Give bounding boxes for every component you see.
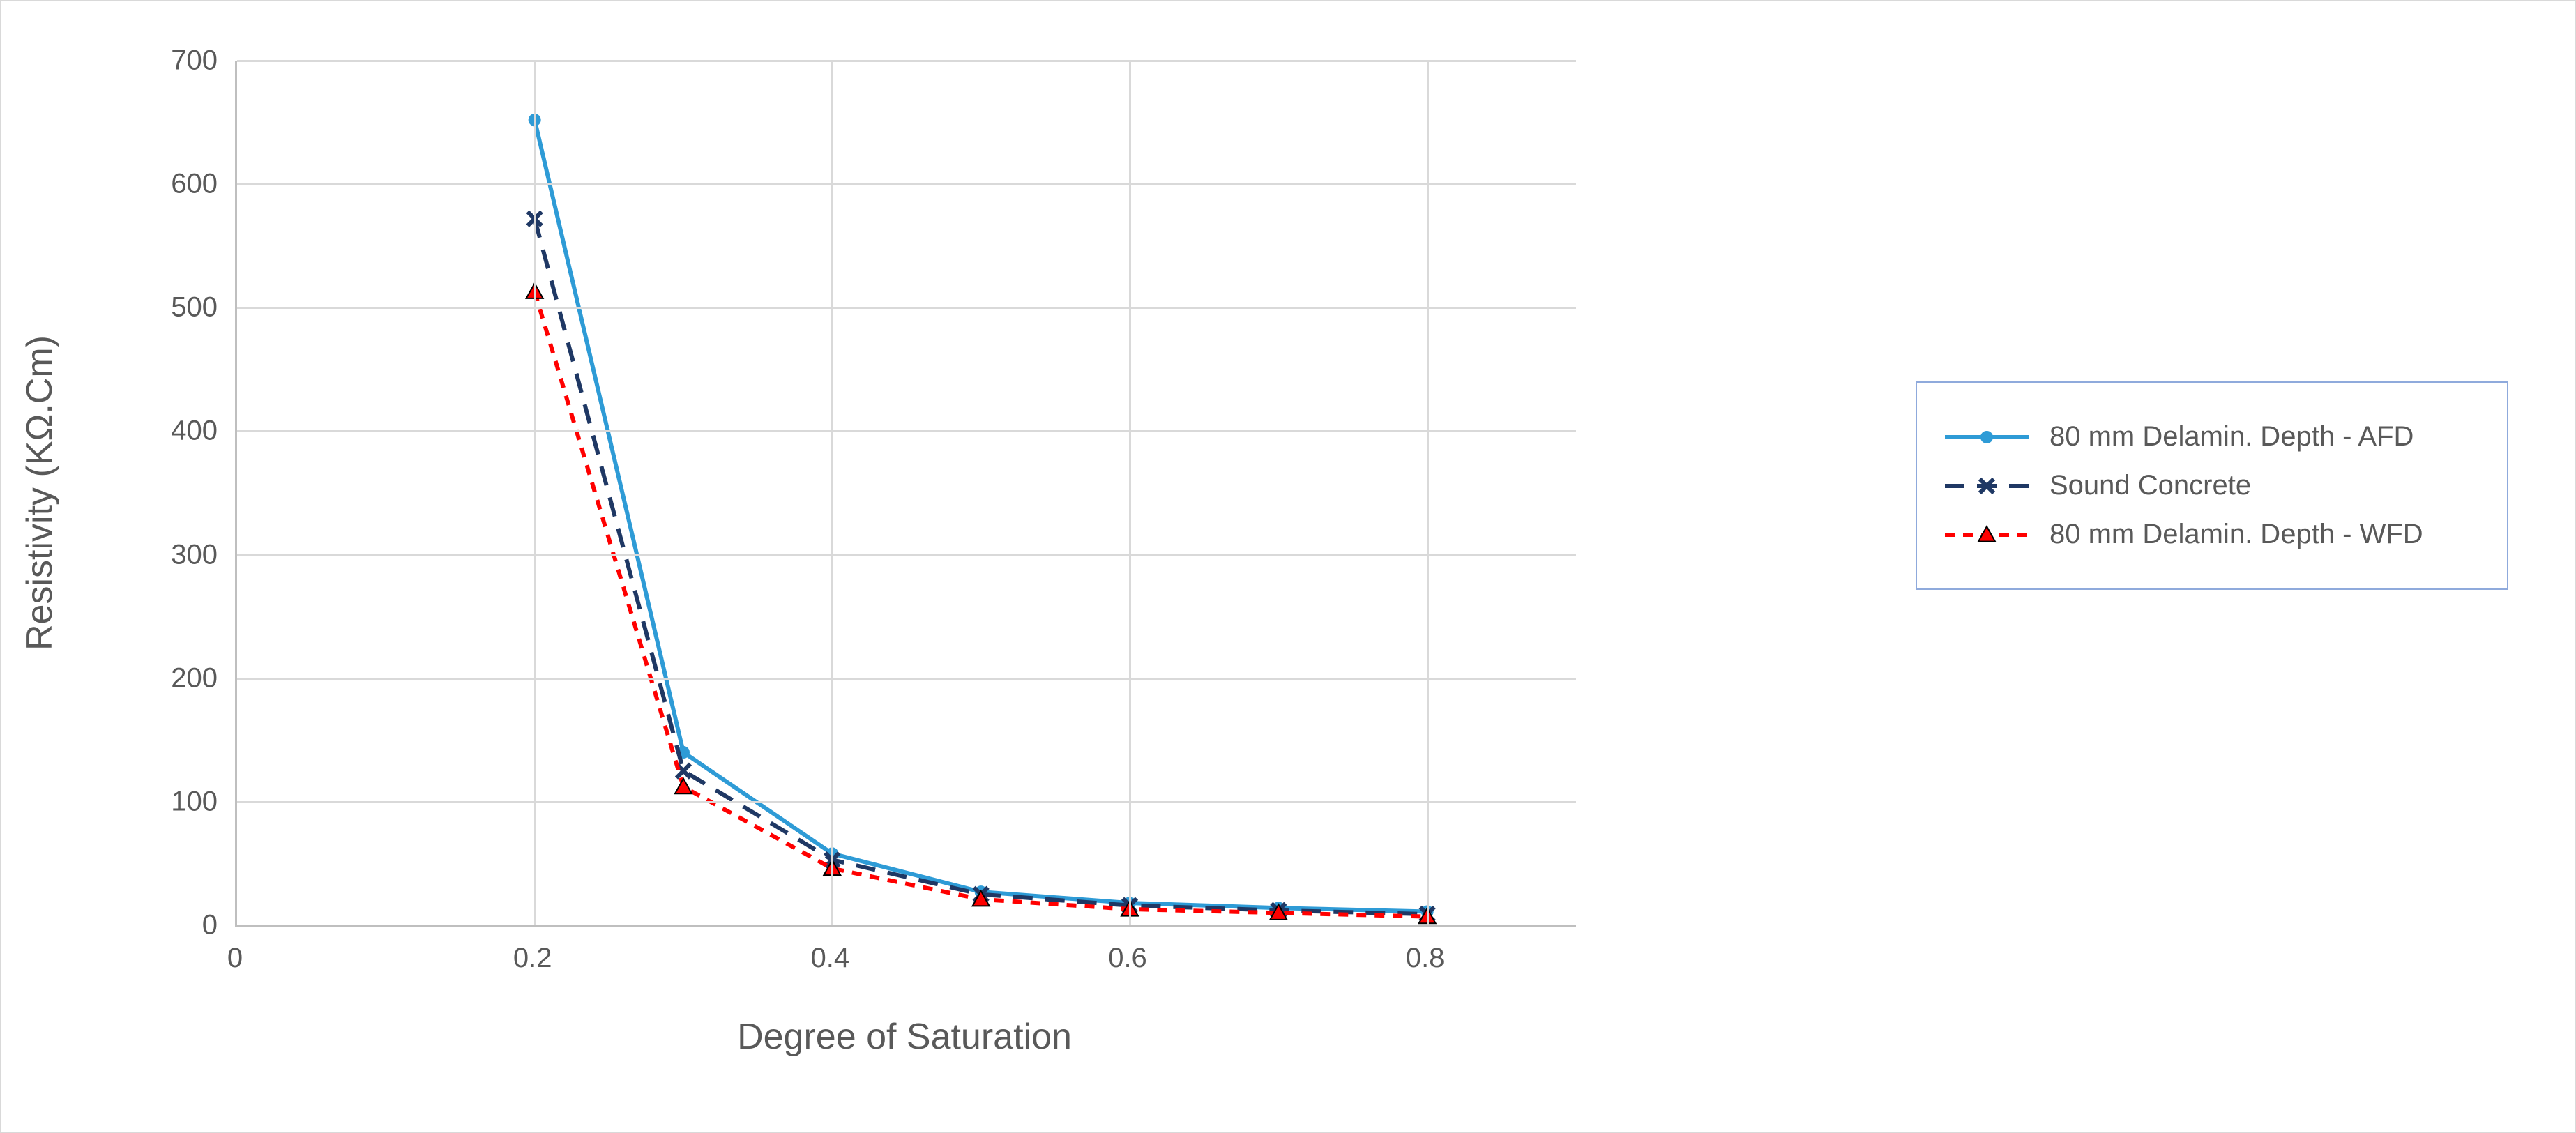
gridline-horizontal — [237, 430, 1576, 432]
marker-triangle — [675, 779, 692, 794]
x-tick-label: 0.4 — [811, 943, 850, 974]
plot-area — [235, 61, 1576, 927]
legend-swatch — [1945, 521, 2029, 549]
y-tick-label: 600 — [171, 169, 218, 200]
chart-container: Degree of Saturation Resistivity (KΩ.Cm)… — [0, 0, 2576, 1133]
legend-label: 80 mm Delamin. Depth - WFD — [2050, 519, 2423, 550]
legend-swatch — [1945, 423, 2029, 451]
y-tick-label: 300 — [171, 539, 218, 570]
gridline-horizontal — [237, 307, 1576, 309]
series-line — [535, 120, 1427, 911]
gridline-horizontal — [237, 801, 1576, 803]
x-axis-title: Degree of Saturation — [737, 1016, 1072, 1058]
y-tick-label: 200 — [171, 662, 218, 694]
series-line — [535, 219, 1427, 914]
gridline-vertical — [831, 61, 833, 925]
x-tick-label: 0.6 — [1108, 943, 1147, 974]
x-tick-label: 0.2 — [513, 943, 552, 974]
marker-triangle — [1978, 526, 1995, 542]
y-tick-label: 700 — [171, 45, 218, 77]
x-tick-label: 0.8 — [1406, 943, 1445, 974]
series-layer — [237, 61, 1576, 925]
gridline-vertical — [1129, 61, 1131, 925]
legend-item: 80 mm Delamin. Depth - WFD — [1945, 519, 2479, 550]
gridline-vertical — [534, 61, 536, 925]
gridline-horizontal — [237, 60, 1576, 62]
marker-circle — [1980, 431, 1993, 443]
gridline-horizontal — [237, 554, 1576, 556]
legend-label: 80 mm Delamin. Depth - AFD — [2050, 421, 2414, 453]
chart-inner: Degree of Saturation Resistivity (KΩ.Cm)… — [19, 19, 2557, 1114]
gridline-horizontal — [237, 678, 1576, 680]
y-tick-label: 100 — [171, 786, 218, 817]
y-tick-label: 0 — [202, 910, 218, 941]
series-line — [535, 291, 1427, 916]
legend-label: Sound Concrete — [2050, 470, 2251, 501]
y-axis-title: Resistivity (KΩ.Cm) — [19, 335, 61, 651]
legend-item: Sound Concrete — [1945, 470, 2479, 501]
y-tick-label: 500 — [171, 292, 218, 324]
legend-item: 80 mm Delamin. Depth - AFD — [1945, 421, 2479, 453]
legend-box: 80 mm Delamin. Depth - AFD Sound Concrete… — [1916, 381, 2508, 590]
legend-swatch — [1945, 472, 2029, 500]
x-tick-label: 0 — [227, 943, 243, 974]
y-tick-label: 400 — [171, 416, 218, 447]
gridline-horizontal — [237, 183, 1576, 185]
gridline-vertical — [1427, 61, 1429, 925]
